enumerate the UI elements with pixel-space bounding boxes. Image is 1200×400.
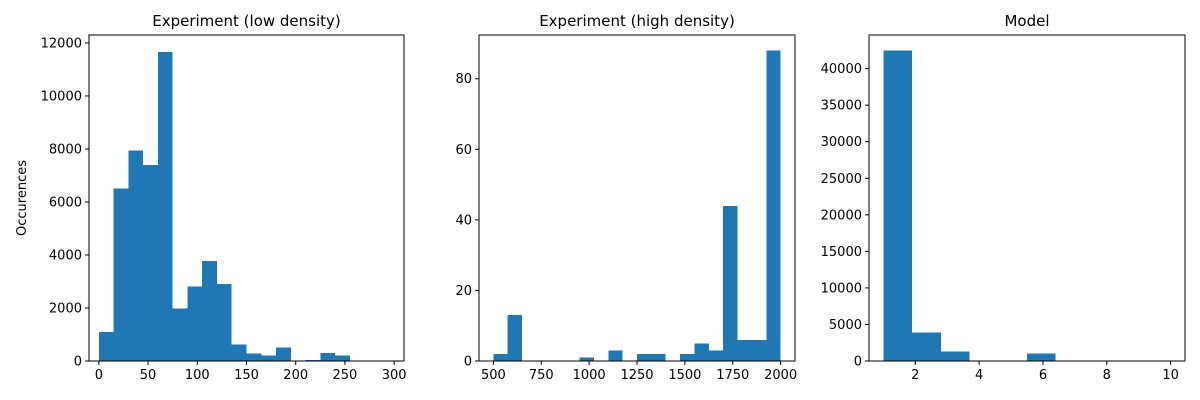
y-tick-label: 20000 <box>821 208 862 223</box>
x-tick-label: 4 <box>975 368 983 383</box>
axes-frame <box>478 34 796 362</box>
histogram-bar <box>723 205 738 361</box>
x-tick-label: 50 <box>140 368 157 383</box>
y-tick-label: 25000 <box>821 172 862 187</box>
x-tick-label: 1250 <box>620 368 653 383</box>
histogram-bar <box>912 332 941 361</box>
histogram-bar <box>1027 353 1056 361</box>
y-tick-label: 20 <box>455 284 472 299</box>
y-tick-label: 30000 <box>821 135 862 150</box>
histogram-bar <box>335 355 350 361</box>
panel-low-density: Experiment (low density) Occurences 0 50 1… <box>15 12 407 383</box>
histogram-bar <box>261 355 277 361</box>
x-tick-label: 250 <box>333 368 358 383</box>
histogram-bar <box>940 351 970 361</box>
x-tick-label: 500 <box>481 368 506 383</box>
histogram-bars <box>493 50 781 362</box>
y-tick-label: 6000 <box>49 195 82 210</box>
histogram-bar <box>157 52 173 362</box>
x-tick-label: 750 <box>529 368 554 383</box>
x-tick-label: 8 <box>1103 368 1111 383</box>
histogram-bar <box>751 339 767 361</box>
histogram-bar <box>637 353 652 361</box>
y-tick-label: 40 <box>455 213 472 228</box>
y-tick-label: 15000 <box>821 245 862 260</box>
histogram-bar <box>187 286 203 361</box>
histogram-bar <box>202 261 217 361</box>
histogram-bar <box>276 347 291 361</box>
x-tick-label: 1500 <box>668 368 701 383</box>
x-tick-label: 10 <box>1162 368 1179 383</box>
histogram-bar <box>113 188 129 361</box>
x-tick-label: 150 <box>234 368 259 383</box>
histogram-bar <box>320 353 336 361</box>
x-tick-label: 1750 <box>716 368 749 383</box>
y-tick-label: 35000 <box>821 99 862 114</box>
y-tick-label: 4000 <box>49 248 82 263</box>
histogram-bar <box>143 164 158 361</box>
y-tick-label: 8000 <box>49 142 82 157</box>
histogram-bar <box>579 357 594 361</box>
histogram-bars <box>98 52 350 362</box>
histogram-bar <box>128 150 144 361</box>
histogram-bar <box>651 353 666 361</box>
y-tick-label: 60 <box>455 143 472 158</box>
y-tick-label: 5000 <box>829 318 862 333</box>
y-tick-label: 0 <box>74 355 82 370</box>
histogram-bar <box>608 350 623 361</box>
y-tick-label: 2000 <box>49 301 82 316</box>
x-tick-label: 200 <box>283 368 308 383</box>
x-tick-label: 2 <box>911 368 919 383</box>
panel-title: Experiment (high density) <box>539 12 735 30</box>
y-axis-label: Occurences <box>15 160 30 236</box>
x-tick-label: 6 <box>1039 368 1047 383</box>
y-tick-label: 0 <box>464 355 472 370</box>
y-tick-label: 10000 <box>821 281 862 296</box>
histogram-bar <box>694 343 709 361</box>
y-tick-label: 12000 <box>41 36 82 51</box>
histogram-bars <box>883 50 1056 361</box>
histogram-bar <box>231 344 247 361</box>
histogram-bar <box>680 353 695 361</box>
x-tick-label: 100 <box>185 368 210 383</box>
panel-title: Model <box>1004 12 1049 30</box>
histogram-bar <box>216 284 232 361</box>
axes-frame <box>868 34 1186 362</box>
y-tick-label: 40000 <box>821 62 862 77</box>
y-tick-label: 0 <box>854 355 862 370</box>
histogram-bar <box>766 50 781 362</box>
x-tick-label: 2000 <box>764 368 797 383</box>
histogram-bar <box>708 350 724 361</box>
x-tick-label: 0 <box>95 368 103 383</box>
histogram-bar <box>883 50 913 361</box>
histogram-bar <box>305 359 321 361</box>
x-tick-label: 1000 <box>573 368 606 383</box>
y-tick-label: 80 <box>455 72 472 87</box>
histogram-bar <box>493 353 508 361</box>
histogram-bar <box>507 315 523 361</box>
panel-model: Model 2 4 6 8 10 0 5000 10000 15000 20000 25000 300… <box>821 12 1186 383</box>
panel-title: Experiment (low density) <box>152 12 341 30</box>
histogram-bar <box>98 331 114 361</box>
panel-high-density: Experiment (high density) 500 750 1000 1250… <box>455 12 797 383</box>
histogram-bar <box>246 353 262 361</box>
histogram-bar <box>172 308 188 361</box>
x-tick-label: 300 <box>382 368 407 383</box>
y-tick-label: 10000 <box>41 89 82 104</box>
histogram-bar <box>737 339 752 361</box>
